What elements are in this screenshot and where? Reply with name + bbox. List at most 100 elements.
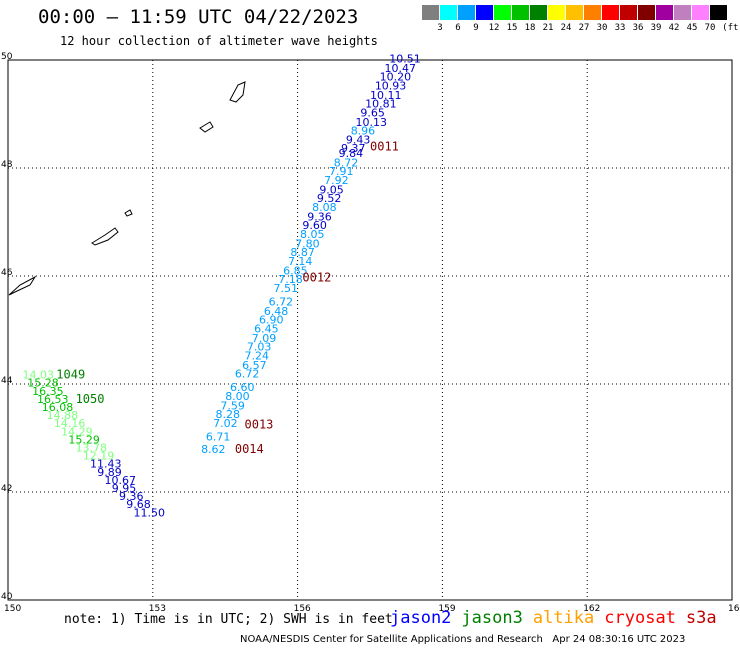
track-id-label: 1050 (76, 392, 105, 406)
wave-height-label: 6.45 (254, 323, 279, 336)
wave-height-label: 6.71 (206, 431, 231, 444)
wave-height-label: 7.09 (252, 332, 277, 345)
wave-height-label: 6.90 (259, 314, 284, 327)
x-tick-label: 159 (438, 604, 455, 614)
wave-height-label: 7.59 (220, 399, 245, 412)
coastline-outline (199, 121, 214, 133)
wave-height-label: 6.72 (269, 296, 294, 309)
color-swatch (692, 5, 709, 20)
color-scale-label: 33 (614, 23, 626, 33)
legend-entry: jason3 (461, 608, 523, 628)
wave-height-label: 6.72 (235, 368, 260, 381)
color-scale-label: 36 (632, 23, 644, 33)
x-tick-label: 156 (294, 604, 311, 614)
legend-entry: altika (532, 608, 595, 628)
color-swatch (530, 5, 547, 20)
wave-height-label: 10.93 (375, 80, 407, 93)
track-id-label: 0013 (245, 417, 274, 431)
wave-height-label: 11.43 (90, 458, 122, 471)
wave-height-label: 7.91 (329, 165, 354, 178)
wave-height-label: 7.24 (245, 350, 269, 363)
wave-height-label: 10.11 (370, 89, 402, 102)
wave-height-label: 9.84 (339, 147, 364, 160)
wave-height-label: 16.53 (37, 393, 69, 406)
wave-height-label: 9.60 (302, 219, 327, 232)
wave-height-label: 7.92 (324, 174, 349, 187)
wave-height-label: 15.29 (68, 433, 100, 446)
y-tick-label: 48 (1, 160, 13, 170)
wave-height-label: 8.62 (201, 443, 226, 456)
wave-height-label: 16.08 (42, 401, 74, 414)
color-scale-unit: (ft) (722, 23, 740, 33)
wave-height-label: 15.28 (27, 377, 59, 390)
wave-height-label: 8.96 (351, 125, 376, 138)
color-scale-label: 24 (560, 23, 572, 33)
color-scale-label: 18 (524, 23, 536, 33)
wave-height-label: 11.50 (133, 506, 165, 519)
track-id-label: 0012 (302, 270, 331, 284)
color-swatch (476, 5, 493, 20)
wave-height-label: 7.02 (213, 417, 238, 430)
wave-height-label: 6.57 (242, 359, 266, 372)
color-scale-label: 30 (596, 23, 608, 33)
wave-height-label: 8.28 (216, 408, 241, 421)
wave-height-label: 8.00 (225, 390, 250, 403)
color-scale-label: 6 (455, 23, 461, 33)
color-swatch (674, 5, 691, 20)
wave-height-label: 10.13 (356, 116, 388, 129)
color-swatch (602, 5, 619, 20)
color-swatch (512, 5, 529, 20)
wave-height-label: 9.68 (126, 498, 150, 511)
wave-height-label: 8.87 (290, 246, 315, 259)
y-tick-label: 44 (1, 376, 13, 386)
color-scale-label: 42 (668, 23, 680, 33)
satellite-legend: jason2 jason3 altika cryosat s3a (390, 608, 727, 628)
legend-entry: jason2 (390, 608, 452, 628)
legend-entry: cryosat (604, 608, 676, 628)
color-swatch (494, 5, 511, 20)
color-swatch (638, 5, 655, 20)
color-scale-label: 70 (704, 23, 716, 33)
color-scale-label: 27 (578, 23, 590, 33)
wave-height-label: 14.03 (22, 369, 54, 382)
color-swatch (458, 5, 475, 20)
wave-height-label: 13.78 (76, 442, 108, 455)
wave-height-label: 9.36 (119, 490, 144, 503)
color-scale-label: 21 (542, 23, 554, 33)
wave-height-label: 8.05 (300, 228, 325, 241)
wave-height-label: 14.29 (61, 425, 93, 438)
y-tick-label: 46 (1, 268, 13, 278)
wave-height-label: 7.80 (295, 237, 320, 250)
legend-entry: s3a (685, 608, 717, 628)
y-tick-label: 42 (1, 484, 12, 494)
wave-height-label: 14.16 (54, 417, 86, 430)
color-scale-label: 3 (437, 23, 443, 33)
y-tick-label: 50 (1, 52, 13, 62)
wave-height-label: 6.60 (230, 381, 255, 394)
wave-height-label: 16.35 (32, 385, 64, 398)
wave-height-label: 9.65 (360, 107, 385, 120)
note-text: note: 1) Time is in UTC; 2) SWH is in fe… (64, 612, 393, 627)
wave-height-label: 10.51 (389, 53, 421, 66)
wave-height-label: 7.03 (247, 341, 271, 354)
plot-frame (7, 59, 733, 601)
wave-height-label: 9.43 (346, 134, 371, 147)
color-swatch (440, 5, 457, 20)
wave-height-label: 10.81 (365, 98, 397, 111)
wave-height-label: 9.36 (307, 210, 332, 223)
coastline-outline (8, 275, 37, 296)
wave-height-label: 6.85 (283, 264, 308, 277)
coastline-outline (91, 227, 119, 246)
x-tick-label: 150 (4, 604, 21, 614)
wave-height-label: 10.47 (384, 62, 416, 75)
wave-height-label: 9.05 (319, 183, 344, 196)
color-scale-label: 12 (488, 23, 500, 33)
wave-height-label: 8.72 (334, 156, 359, 169)
color-swatch (710, 5, 727, 20)
coastline-outline (124, 209, 133, 217)
color-scale-label: 9 (473, 23, 479, 33)
color-swatch (548, 5, 565, 20)
page-title: 00:00 – 11:59 UTC 04/22/2023 (38, 6, 359, 28)
wave-height-label: 9.95 (112, 482, 137, 495)
